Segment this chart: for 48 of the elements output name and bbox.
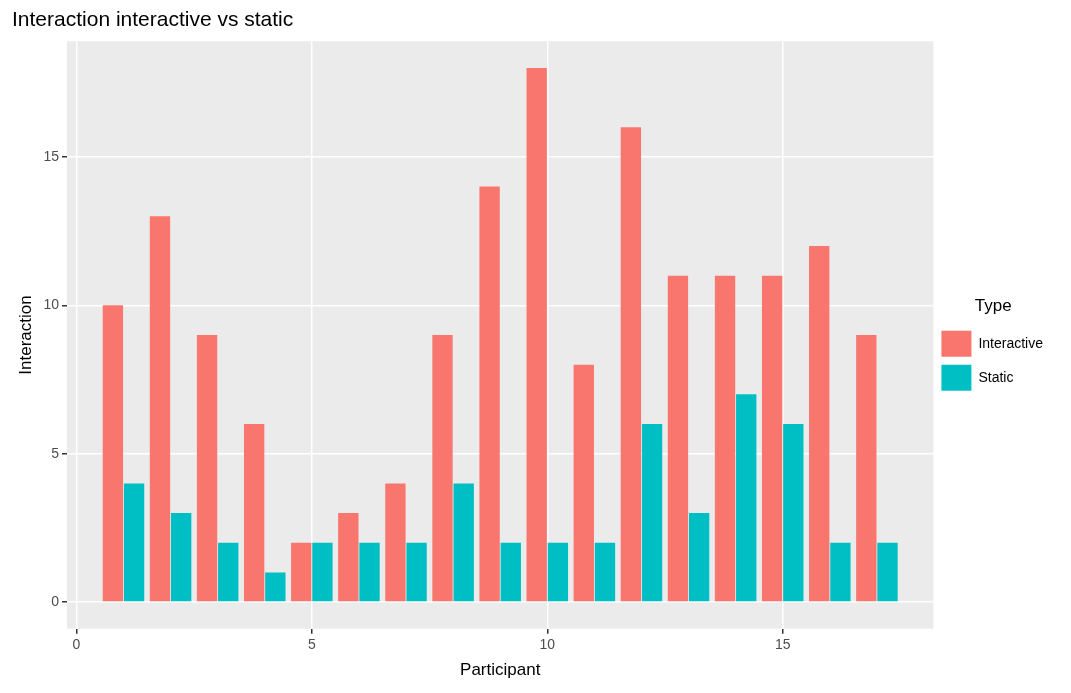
legend-title: Type xyxy=(974,296,1012,316)
bar xyxy=(196,335,218,602)
bar xyxy=(783,424,804,602)
legend-label: Interactive xyxy=(978,334,1044,351)
bar xyxy=(830,542,851,602)
bar xyxy=(547,542,569,602)
bar xyxy=(149,216,171,602)
bar xyxy=(500,542,521,602)
bar xyxy=(526,67,547,602)
x-tick-label: 5 xyxy=(307,636,316,653)
bar xyxy=(102,305,124,602)
bar xyxy=(641,424,663,602)
legend-label: Static xyxy=(978,368,1014,385)
bar xyxy=(218,542,239,602)
chart-title: Interaction interactive vs static xyxy=(12,7,294,31)
bar xyxy=(123,483,145,602)
bar xyxy=(736,394,757,602)
y-tick-label: 5 xyxy=(51,444,60,461)
bar xyxy=(453,483,474,602)
bar xyxy=(312,542,333,602)
x-tick-label: 10 xyxy=(539,636,556,653)
bar xyxy=(856,335,877,602)
bar xyxy=(432,335,453,602)
bar xyxy=(573,364,594,602)
bar xyxy=(406,542,427,602)
x-axis-title: Participant xyxy=(460,660,541,680)
bar xyxy=(594,542,616,602)
y-tick-label: 15 xyxy=(43,147,60,164)
bar xyxy=(620,127,642,602)
bar xyxy=(877,542,898,602)
bar xyxy=(291,542,312,602)
bar xyxy=(667,275,689,602)
y-axis-title: Interaction xyxy=(15,295,35,375)
bar xyxy=(265,572,286,602)
bar xyxy=(338,513,359,602)
y-tick-label: 0 xyxy=(51,592,60,609)
bar xyxy=(385,483,406,602)
x-tick-label: 15 xyxy=(774,636,791,653)
bar xyxy=(714,275,736,602)
bar xyxy=(479,186,500,602)
bar xyxy=(359,542,380,602)
bar xyxy=(170,513,192,602)
bar xyxy=(809,245,830,602)
bar xyxy=(243,424,265,602)
y-tick-label: 10 xyxy=(43,296,60,313)
bar xyxy=(688,513,710,602)
bar xyxy=(761,275,783,602)
x-tick-label: 0 xyxy=(72,636,81,653)
